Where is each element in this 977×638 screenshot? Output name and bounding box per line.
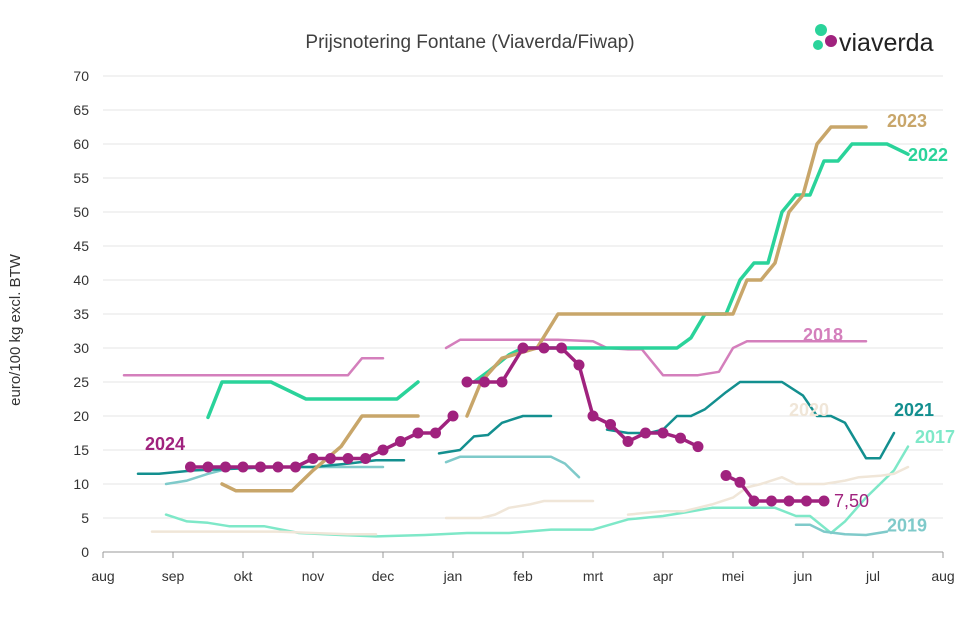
x-tick-label: aug bbox=[931, 568, 954, 584]
y-tick-label: 20 bbox=[73, 408, 89, 424]
data-point-2024 bbox=[675, 432, 686, 444]
y-tick-label: 30 bbox=[73, 340, 89, 356]
series-label-2020: 2020 bbox=[789, 400, 829, 420]
series-line-2018 bbox=[122, 338, 868, 377]
data-point-2024 bbox=[377, 444, 389, 456]
x-tick-label: jun bbox=[793, 568, 813, 584]
data-point-2024 bbox=[325, 453, 336, 464]
data-point-2024 bbox=[556, 342, 567, 354]
x-tick-label: mrt bbox=[583, 568, 603, 584]
series-label-2019: 2019 bbox=[887, 516, 927, 536]
series-labels: 2017 2018 2019 2020 2021 2022 2023 2024 7,50 bbox=[145, 111, 955, 536]
data-point-2024 bbox=[255, 461, 266, 473]
series-label-2024: 2024 bbox=[145, 434, 185, 454]
x-axis: aug sep okt nov dec jan feb mrt apr mei jun jul aug bbox=[91, 551, 955, 584]
data-point-2024 bbox=[517, 342, 529, 354]
annotation-label: 7,50 bbox=[834, 491, 869, 511]
y-axis-label: euro/100 kg excl. BTW bbox=[7, 253, 24, 406]
y-tick-label: 15 bbox=[73, 442, 89, 458]
data-point-2024 bbox=[692, 441, 704, 453]
series-line-2020 bbox=[150, 465, 910, 536]
data-point-2024 bbox=[734, 476, 746, 488]
series-label-2018: 2018 bbox=[803, 325, 843, 345]
data-point-2024 bbox=[783, 495, 795, 507]
data-point-2024 bbox=[622, 436, 634, 447]
chart-title: Prijsnotering Fontane (Viaverda/Fiwap) bbox=[305, 32, 634, 53]
x-tick-label: dec bbox=[372, 568, 395, 584]
series-line-2023 bbox=[220, 125, 868, 493]
data-point-2024 bbox=[220, 461, 231, 473]
data-point-2024 bbox=[818, 495, 830, 507]
y-tick-label: 0 bbox=[81, 544, 89, 560]
data-point-2024 bbox=[272, 461, 284, 473]
data-point-2024 bbox=[307, 453, 319, 464]
data-point-2024 bbox=[720, 470, 732, 481]
data-point-2024 bbox=[360, 453, 371, 464]
y-tick-label: 25 bbox=[73, 374, 89, 390]
viaverda-logo-text: viaverda bbox=[839, 29, 934, 57]
data-point-2024 bbox=[461, 376, 473, 388]
x-tick-label: feb bbox=[513, 568, 533, 584]
y-tick-label: 70 bbox=[73, 68, 89, 84]
series-line-2021 bbox=[136, 380, 896, 476]
data-point-2024 bbox=[657, 427, 669, 439]
series-line-2017 bbox=[164, 445, 910, 538]
y-tick-label: 35 bbox=[73, 306, 89, 322]
y-tick-label: 60 bbox=[73, 136, 89, 152]
data-point-2024 bbox=[479, 376, 490, 388]
y-tick-label: 50 bbox=[73, 204, 89, 220]
data-point-2024 bbox=[237, 461, 249, 473]
data-point-2024 bbox=[748, 495, 760, 507]
data-point-2024 bbox=[587, 410, 599, 422]
y-tick-label: 45 bbox=[73, 238, 89, 254]
data-point-2024 bbox=[573, 359, 585, 371]
data-point-2024 bbox=[605, 419, 616, 430]
x-tick-label: jul bbox=[865, 568, 880, 584]
x-tick-label: jan bbox=[443, 568, 463, 584]
data-point-2024 bbox=[538, 342, 550, 354]
data-point-2024 bbox=[496, 376, 508, 388]
x-tick-label: aug bbox=[91, 568, 114, 584]
viaverda-logo-icon bbox=[813, 24, 837, 50]
data-point-2024 bbox=[801, 495, 812, 507]
data-point-2024 bbox=[395, 436, 406, 447]
y-axis-ticks: 0 5 10 15 20 25 30 35 40 45 50 55 60 65 70 bbox=[73, 68, 89, 560]
data-point-2024 bbox=[202, 461, 214, 473]
series-label-2022: 2022 bbox=[908, 145, 948, 165]
x-tick-label: mei bbox=[722, 568, 745, 584]
x-tick-label: okt bbox=[234, 568, 253, 584]
x-tick-label: sep bbox=[162, 568, 185, 584]
y-tick-label: 65 bbox=[73, 102, 89, 118]
data-point-2024 bbox=[447, 410, 459, 422]
series-label-2023: 2023 bbox=[887, 111, 927, 131]
data-point-2024 bbox=[640, 427, 651, 439]
viaverda-logo: viaverda bbox=[813, 24, 934, 57]
x-tick-label: nov bbox=[302, 568, 325, 584]
data-point-2024 bbox=[430, 427, 441, 439]
data-point-2024 bbox=[290, 461, 301, 473]
y-tick-label: 40 bbox=[73, 272, 89, 288]
series-label-2017: 2017 bbox=[915, 427, 955, 447]
y-tick-label: 5 bbox=[81, 510, 89, 526]
data-point-2024 bbox=[412, 427, 424, 439]
series-label-2021: 2021 bbox=[894, 400, 934, 420]
y-tick-label: 10 bbox=[73, 476, 89, 492]
series-group bbox=[122, 125, 910, 538]
x-tick-label: apr bbox=[653, 568, 674, 584]
data-point-2024 bbox=[185, 461, 196, 473]
y-tick-label: 55 bbox=[73, 170, 89, 186]
data-point-2024 bbox=[342, 453, 354, 464]
data-point-2024 bbox=[766, 495, 777, 507]
